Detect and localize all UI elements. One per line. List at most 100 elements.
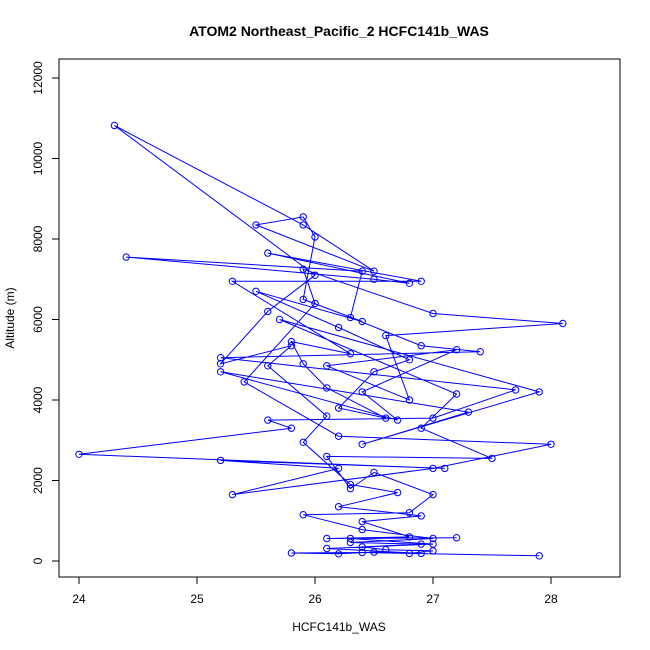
data-point [264,362,272,370]
data-point [346,480,355,489]
data-point [110,121,119,130]
data-point [452,534,461,542]
series-line [78,125,563,557]
data-point [358,517,366,526]
data-point [382,414,390,422]
data-point [228,490,237,499]
data-point [334,432,343,440]
data-point [441,464,449,473]
data-point [358,548,366,557]
data-point [405,509,414,517]
data-point [275,315,284,324]
data-point [75,450,83,458]
data-point [323,384,331,392]
data-point [323,534,331,543]
data-point [535,552,543,560]
data-point [346,538,355,547]
data-point [405,396,414,404]
data-point [287,337,296,346]
data-point [299,265,307,273]
data-point [122,253,130,261]
data-point [299,295,307,304]
y-tick-label: 0 [31,557,45,564]
data-point [559,319,567,328]
data-point [334,464,343,473]
data-point [240,378,248,386]
data-point [264,307,272,316]
data-point [334,323,343,332]
data-point [299,221,307,229]
data-point [370,468,378,477]
data-point [323,362,331,370]
data-point [488,454,496,463]
data-point [405,279,414,287]
data-point [334,550,343,558]
data-point [299,511,307,519]
data-point [429,547,437,555]
data-point [358,317,366,326]
data-point [334,404,343,412]
y-tick-label: 12000 [31,61,45,95]
x-axis: 24 25 26 27 28 [72,577,558,606]
data-point [358,525,366,534]
y-axis: 0 2000 4000 6000 8000 10000 12000 [31,61,59,564]
data-point [370,368,378,376]
data-point [346,313,355,322]
x-axis-label: HCFC141b_WAS [292,620,386,634]
data-point [452,390,461,398]
data-point [216,456,225,465]
plot-frame [58,58,621,578]
data-point [511,386,520,394]
data-point [429,534,437,543]
data-point [358,267,366,275]
data-point [370,267,378,275]
data-point [346,534,355,543]
data-point [299,213,307,221]
data-point [405,356,414,364]
data-point [323,452,331,461]
data-point [228,277,237,285]
data-point [405,533,414,541]
x-tick-label: 28 [544,592,558,606]
data-point [429,464,437,473]
data-point [216,354,225,362]
data-point [358,543,366,551]
data-point [476,348,484,356]
data-point [429,414,437,422]
x-tick-label: 27 [426,592,440,606]
y-tick-label: 8000 [31,225,45,252]
data-point [417,549,425,558]
data-point [417,540,425,548]
data-point [311,271,319,279]
data-point [287,424,296,432]
data-point [535,388,543,396]
data-point [547,440,555,448]
data-point [216,368,225,376]
y-axis-label: Altitude (m) [3,287,17,348]
data-point [334,503,343,511]
y-tick-label: 6000 [31,306,45,333]
data-point [393,416,402,424]
data-point [417,342,425,350]
data-point [429,309,437,318]
data-point [393,488,402,497]
data-point [346,350,355,358]
data-point [252,287,260,295]
x-tick-label: 25 [190,592,204,606]
data-point [405,549,414,558]
data-point [299,360,307,368]
data-point [417,277,425,285]
y-tick-label: 2000 [31,467,45,494]
chart-title: ATOM2 Northeast_Pacific_2 HCFC141b_WAS [189,23,489,39]
data-point [323,412,331,420]
y-tick-label: 4000 [31,386,45,413]
data-point [452,346,461,354]
data-point [358,440,366,448]
data-point [382,546,390,554]
data-point [299,438,307,446]
data-point [358,388,366,396]
data-point [323,544,331,553]
data-point [287,342,296,350]
plot-area [75,121,567,560]
